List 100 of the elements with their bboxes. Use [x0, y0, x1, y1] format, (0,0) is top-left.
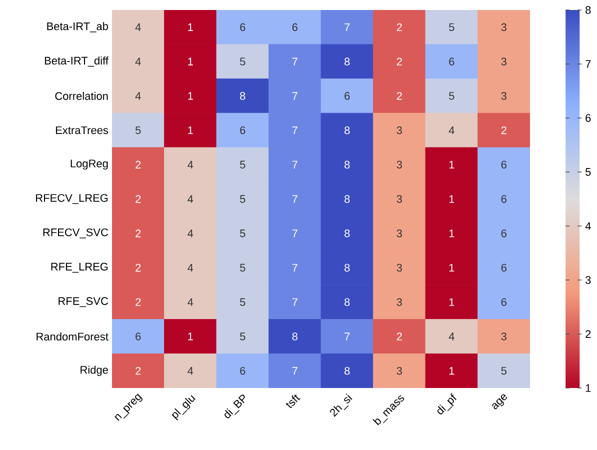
data-label: 6 [344, 92, 350, 100]
data-label: 1 [188, 92, 193, 100]
data-label: 3 [396, 195, 402, 203]
data-label: 5 [449, 23, 454, 32]
data-label: 4 [135, 58, 141, 66]
data-label: 1 [449, 230, 454, 238]
data-label: 1 [188, 23, 193, 31]
data-label: 3 [396, 229, 402, 238]
data-label: 2 [136, 230, 141, 238]
data-label: 4 [188, 298, 194, 306]
color-bar-label: 2 [586, 330, 591, 338]
data-label: 8 [344, 58, 350, 66]
data-label: 4 [188, 230, 194, 238]
color-bar-label: 8 [586, 6, 591, 14]
data-label: 2 [136, 264, 141, 272]
data-label: 1 [449, 298, 454, 306]
data-label: 1 [188, 58, 193, 66]
y-tick-label: RandomForest [36, 332, 108, 340]
y-tick-label: RFE_LREG [51, 262, 108, 273]
data-label: 3 [501, 92, 506, 100]
data-label: 8 [344, 298, 350, 306]
x-tick-label: tsft [286, 394, 300, 408]
data-label: 5 [240, 264, 246, 272]
data-label: 2 [396, 332, 402, 340]
data-label: 5 [240, 230, 246, 238]
data-label: 1 [449, 264, 454, 272]
data-label: 5 [240, 298, 246, 306]
data-label: 5 [136, 126, 141, 134]
data-label: 4 [188, 264, 194, 272]
y-tick-label: ExtraTrees [56, 126, 108, 134]
data-label: 7 [292, 92, 298, 100]
data-label: 3 [396, 126, 402, 134]
data-label: 5 [501, 366, 506, 375]
data-label: 8 [344, 126, 350, 134]
data-label: 6 [240, 23, 246, 32]
data-label: 2 [396, 23, 402, 32]
data-label: 4 [135, 92, 141, 100]
data-label: 2 [136, 160, 141, 168]
data-label: 1 [188, 126, 193, 134]
data-label: 7 [292, 58, 298, 66]
x-tick-label: age [492, 394, 507, 410]
data-label: 5 [240, 58, 246, 66]
data-label: 2 [396, 92, 402, 100]
data-label: 4 [135, 23, 141, 31]
y-tick-label: Correlation [55, 92, 108, 100]
color-bar-label: 5 [586, 168, 591, 176]
data-label: 8 [344, 160, 350, 169]
data-label: 5 [240, 195, 246, 203]
data-label: 4 [188, 160, 194, 168]
data-label: 6 [501, 229, 506, 238]
data-label: 3 [396, 160, 402, 169]
color-bar-label: 7 [586, 60, 591, 68]
data-label: 7 [292, 367, 298, 375]
y-tick-label: RFECV_LREG [36, 194, 108, 204]
data-label: 8 [344, 264, 350, 272]
data-label: 3 [501, 23, 506, 32]
data-label: 7 [344, 332, 350, 340]
data-label: 2 [501, 126, 506, 134]
data-label: 1 [449, 160, 454, 168]
data-label: 1 [449, 195, 454, 203]
data-label: 6 [449, 58, 454, 66]
data-label: 5 [449, 92, 454, 100]
data-label: 4 [448, 126, 454, 134]
data-label: 5 [240, 160, 246, 168]
data-label: 7 [292, 126, 298, 134]
data-label: 2 [136, 366, 141, 375]
data-label: 7 [292, 195, 298, 203]
y-tick-label: LogReg [70, 160, 108, 170]
data-label: 8 [344, 195, 350, 203]
data-label: 7 [292, 264, 298, 272]
y-tick-label: Beta-IRT_diff [44, 56, 108, 67]
y-tick-label: Beta-IRT_ab [47, 22, 108, 32]
data-label: 7 [292, 230, 298, 238]
data-label: 7 [344, 23, 350, 31]
data-label: 6 [292, 23, 298, 32]
data-label: 8 [240, 92, 246, 100]
data-label: 4 [188, 367, 194, 375]
data-label: 6 [240, 126, 246, 134]
color-bar-label: 4 [585, 222, 591, 230]
color-bar-label: 3 [585, 276, 591, 284]
data-label: 6 [501, 298, 506, 306]
data-label: 1 [188, 332, 193, 340]
data-label: 3 [396, 366, 402, 375]
color-bar-label: 6 [586, 114, 591, 122]
y-tick-label: RFECV_SVC [43, 228, 108, 238]
data-label: 4 [188, 195, 194, 203]
color-bar-label: 1 [586, 384, 591, 392]
data-label: 2 [136, 298, 141, 306]
data-label: 6 [501, 264, 506, 272]
data-label: 6 [501, 195, 506, 203]
data-label: 6 [240, 366, 246, 375]
y-tick-label: RFE_SVC [58, 297, 108, 308]
data-label: 6 [501, 160, 506, 169]
data-label: 5 [240, 332, 246, 340]
data-label: 3 [501, 58, 506, 66]
y-tick-label: Ridge [80, 366, 108, 376]
data-label: 8 [344, 229, 350, 238]
data-label: 3 [396, 264, 402, 272]
data-label: 8 [292, 332, 298, 340]
data-label: 7 [292, 298, 298, 306]
